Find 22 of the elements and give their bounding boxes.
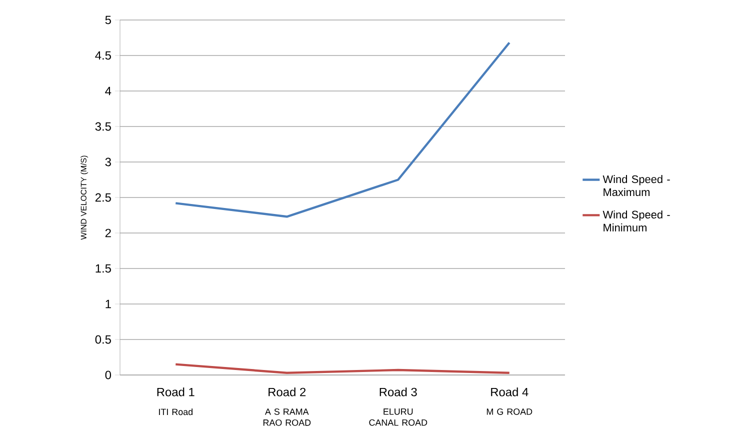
x-tick-label: Road 2	[268, 388, 306, 396]
text: M G ROAD	[486, 408, 532, 415]
y-tick-label: 2	[105, 228, 111, 238]
y-tick-label: 4	[105, 86, 112, 96]
text: A S RAMA RAO ROAD	[263, 408, 311, 426]
x-tick-label: Road 1	[157, 388, 194, 396]
legend-label: Wind Speed - Minimum	[602, 210, 670, 232]
y-tick-label: 2.5	[95, 193, 111, 202]
legend-label: Wind Speed - Maximum	[602, 175, 670, 196]
y-tick-label: 0	[105, 370, 112, 380]
text: ELURU CANAL ROAD	[369, 408, 428, 426]
y-tick-label: 0.5	[95, 335, 111, 344]
y-tick-label: 4.5	[95, 51, 111, 60]
y-tick-label: 3.5	[95, 122, 111, 131]
y-tick-label: 1	[106, 300, 111, 308]
line-series	[174, 42, 510, 218]
y-tick-label: 5	[105, 16, 111, 24]
x-tick-label: Road 3	[380, 388, 417, 396]
y-tick-label: 3	[105, 158, 111, 166]
y-tick-label: 1.5	[96, 264, 111, 273]
text: ITI Road	[159, 408, 192, 416]
x-tick-label: Road 4	[491, 388, 528, 396]
